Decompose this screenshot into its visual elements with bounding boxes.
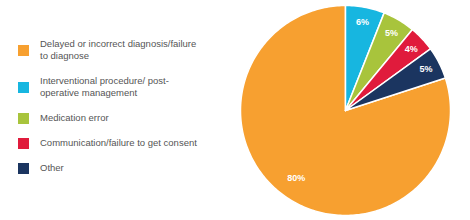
svg-text:5%: 5% bbox=[419, 64, 432, 74]
svg-text:6%: 6% bbox=[356, 17, 369, 27]
html-text:Other: Other bbox=[40, 162, 64, 173]
html-text:Delayed or incorrect diagnosis: Delayed or incorrect diagnosis/failure t… bbox=[40, 38, 197, 61]
html-text:Interventional procedure/ post: Interventional procedure/ post-operative… bbox=[40, 75, 169, 98]
svg-text:5%: 5% bbox=[385, 28, 398, 38]
html-text:Communication/failure to get c: Communication/failure to get consent bbox=[40, 137, 197, 148]
svg-text:4%: 4% bbox=[405, 44, 418, 54]
svg-text:80%: 80% bbox=[287, 173, 305, 183]
html-text:Medication error: Medication error bbox=[40, 112, 109, 123]
